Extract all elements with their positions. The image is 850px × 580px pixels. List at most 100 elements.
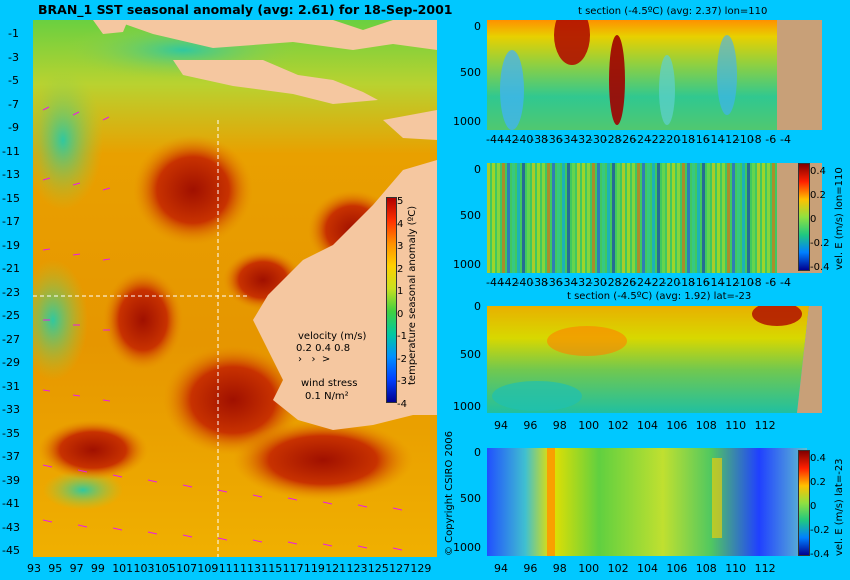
panel2-stripe: [737, 163, 740, 273]
panel2-stripe: [562, 163, 565, 273]
p4-x-tick: 94: [494, 562, 508, 575]
panel3-section: [487, 306, 822, 413]
map-y-tick: -7: [8, 97, 19, 111]
p3-y-tick: 500: [460, 348, 481, 361]
p3-x-tick: 108: [695, 419, 717, 432]
panel2-stripe: [712, 163, 715, 273]
map-colorbar-label: temperature seasonal anomaly (ºC): [407, 205, 418, 385]
map-y-tick: -45: [2, 544, 20, 557]
map-x-tick: 109: [197, 562, 219, 575]
map-y-tick: -3: [8, 50, 19, 64]
p1-x-tick: -34: [559, 133, 578, 146]
p1-x-tick: -38: [530, 133, 549, 146]
p2-colorbar-tick: -0.4: [810, 262, 830, 273]
map-title: BRAN_1 SST seasonal anomaly (avg: 2.61) …: [38, 2, 453, 17]
map-colorbar-tick: 4: [397, 218, 404, 230]
panel1-features: [500, 20, 737, 130]
map-x-tick: 115: [261, 562, 283, 575]
panel2-stripe: [517, 163, 520, 273]
panel2-stripe: [657, 163, 660, 273]
p3-x-tick: 98: [552, 419, 567, 432]
map-x-tick: 113: [240, 562, 261, 575]
panel2-stripe: [687, 163, 690, 273]
map-y-tick: -41: [2, 497, 20, 510]
map-x-tick: 93: [27, 562, 41, 575]
map-y-tick: -11: [2, 144, 20, 158]
p3-x-tick: 104: [637, 419, 658, 432]
panel2-section: [487, 163, 822, 273]
panel2-stripe: [497, 163, 500, 273]
map-colorbar-tick: -3: [397, 376, 407, 387]
p1-x-tick: -10: [735, 133, 754, 146]
map-y-tick: -1: [8, 27, 19, 40]
p4-x-tick: 102: [607, 562, 629, 575]
map-x-tick: 111: [218, 562, 240, 575]
panel2-stripe: [557, 163, 560, 273]
wind-legend-scale: 0.1 N/m²: [305, 391, 349, 402]
p2-x-tick: -40: [515, 276, 534, 289]
velocity-legend-label: velocity (m/s): [298, 331, 367, 342]
p2-colorbar-tick: 0.2: [810, 190, 826, 201]
p1-x-tick: -18: [677, 133, 696, 146]
panel2-stripe: [502, 163, 505, 273]
p3-y-tick: 1000: [453, 400, 481, 413]
panel2-colorbar-label: vel. E (m/s) lon=110: [834, 167, 845, 270]
panel4-section: [487, 448, 807, 556]
p1-y-tick: 500: [460, 66, 481, 79]
map-colorbar-tick: 0: [397, 308, 404, 320]
p2-x-tick: -42: [500, 276, 519, 289]
p3-x-tick: 102: [607, 419, 629, 432]
panel2-stripe: [682, 163, 685, 273]
map-y-tick: -43: [2, 520, 20, 534]
map-colorbar-tick: -1: [397, 331, 407, 342]
map-colorbar-tick: 5: [397, 196, 404, 207]
p4-y-tick: 0: [474, 446, 481, 459]
p2-x-tick: -8: [750, 276, 762, 289]
panel2-stripe: [692, 163, 695, 273]
map-x-tick: 121: [325, 562, 347, 575]
p1-x-tick: -40: [515, 133, 534, 146]
p1-x-tick: -8: [750, 133, 762, 146]
map-x-tick: 107: [176, 562, 198, 575]
panel2-stripe: [632, 163, 635, 273]
p2-x-tick: -24: [633, 276, 651, 289]
panel2-stripe: [672, 163, 675, 273]
p2-x-tick: -4: [780, 276, 791, 289]
panel2-stripe: [717, 163, 720, 273]
p2-x-tick: -16: [691, 276, 710, 289]
p1-x-tick: -28: [603, 133, 622, 146]
panel2-stripe: [612, 163, 615, 273]
p1-x-tick: -6: [765, 133, 777, 146]
panel2-stripe: [512, 163, 515, 273]
p1-x-tick: -30: [588, 133, 607, 146]
map-y-tick: -25: [2, 309, 20, 322]
panel2-stripe: [622, 163, 625, 273]
panel2-stripe: [697, 163, 700, 273]
panel2-stripe: [537, 163, 540, 273]
p3-x-tick: 112: [754, 419, 776, 432]
map-x-tick: 123: [346, 562, 368, 575]
panel2-stripe: [757, 163, 760, 273]
p4-y-tick: 500: [460, 492, 481, 505]
p2-x-tick: -14: [706, 276, 725, 289]
p2-colorbar-tick: -0.2: [810, 238, 830, 249]
panel2-stripe: [577, 163, 580, 273]
map-y-tick: -5: [8, 74, 19, 87]
p3-x-tick: 106: [666, 419, 688, 432]
p2-x-tick: -30: [588, 276, 607, 289]
p4-x-tick: 98: [552, 562, 567, 575]
map-y-tick: -35: [2, 426, 20, 440]
map-x-tick: 95: [48, 562, 63, 575]
panel2-stripe: [637, 163, 640, 273]
p1-y-tick: 1000: [453, 115, 481, 128]
p1-x-tick: -20: [662, 133, 681, 146]
copyright-text: © Copyright CSIRO 2006: [444, 431, 455, 556]
panel2-stripe: [487, 163, 490, 273]
p4-colorbar-tick: 0.2: [810, 477, 826, 488]
map-x-tick: 119: [303, 562, 325, 575]
wind-legend-label: wind stress: [301, 378, 358, 389]
map-y-tick: -29: [2, 356, 20, 369]
p3-y-tick: 0: [474, 300, 481, 313]
p4-x-tick: 96: [523, 562, 538, 575]
land-java: [173, 60, 378, 104]
